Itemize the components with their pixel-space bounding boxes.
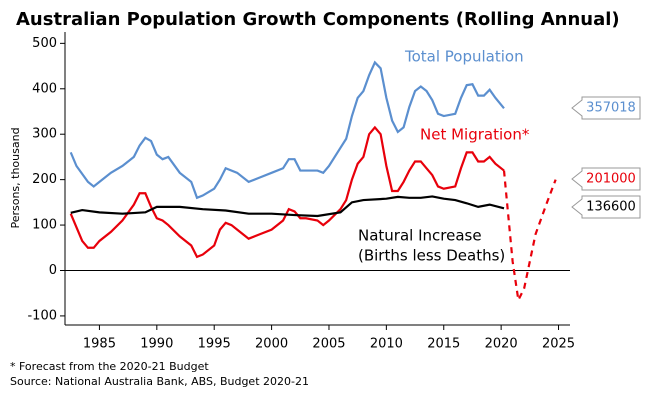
end-label: 357018 bbox=[586, 101, 636, 116]
x-tick-label: 2000 bbox=[255, 337, 288, 352]
x-tick-label: 2020 bbox=[485, 337, 518, 352]
series-line bbox=[69, 60, 505, 200]
y-tick-label: -100 bbox=[27, 308, 57, 323]
y-tick-label: 200 bbox=[32, 172, 57, 187]
end-label-box bbox=[571, 96, 641, 120]
x-tick-label: 2025 bbox=[542, 337, 575, 352]
chart-title: Australian Population Growth Components … bbox=[16, 9, 620, 30]
series-label: Net Migration* bbox=[420, 126, 530, 144]
x-tick-label: 1990 bbox=[140, 337, 173, 352]
end-label-box bbox=[571, 195, 641, 219]
forecast-line bbox=[502, 170, 557, 304]
series-label: Natural Increase bbox=[358, 227, 482, 245]
y-tick-label: 0 bbox=[49, 263, 57, 278]
end-label-box bbox=[571, 167, 641, 191]
series-label: (Births less Deaths) bbox=[358, 247, 505, 265]
y-tick-label: 500 bbox=[32, 36, 57, 51]
end-label: 136600 bbox=[586, 200, 636, 215]
end-label: 201000 bbox=[586, 172, 636, 187]
x-tick-label: 1995 bbox=[198, 337, 231, 352]
source-note: Source: National Australia Bank, ABS, Bu… bbox=[10, 375, 309, 388]
y-tick-label: 400 bbox=[32, 81, 57, 96]
x-tick-label: 2015 bbox=[427, 337, 460, 352]
x-tick-label: 2010 bbox=[370, 337, 403, 352]
series-label: Total Population bbox=[404, 48, 524, 66]
footnote: * Forecast from the 2020-21 Budget bbox=[10, 360, 209, 373]
series-line bbox=[69, 125, 505, 259]
y-tick-label: 100 bbox=[32, 218, 57, 233]
x-tick-label: 2005 bbox=[312, 337, 345, 352]
series-line bbox=[70, 195, 505, 218]
y-axis-label: Persons, thousand bbox=[9, 127, 22, 228]
y-tick-label: 300 bbox=[32, 127, 57, 142]
x-tick-label: 1985 bbox=[83, 337, 116, 352]
